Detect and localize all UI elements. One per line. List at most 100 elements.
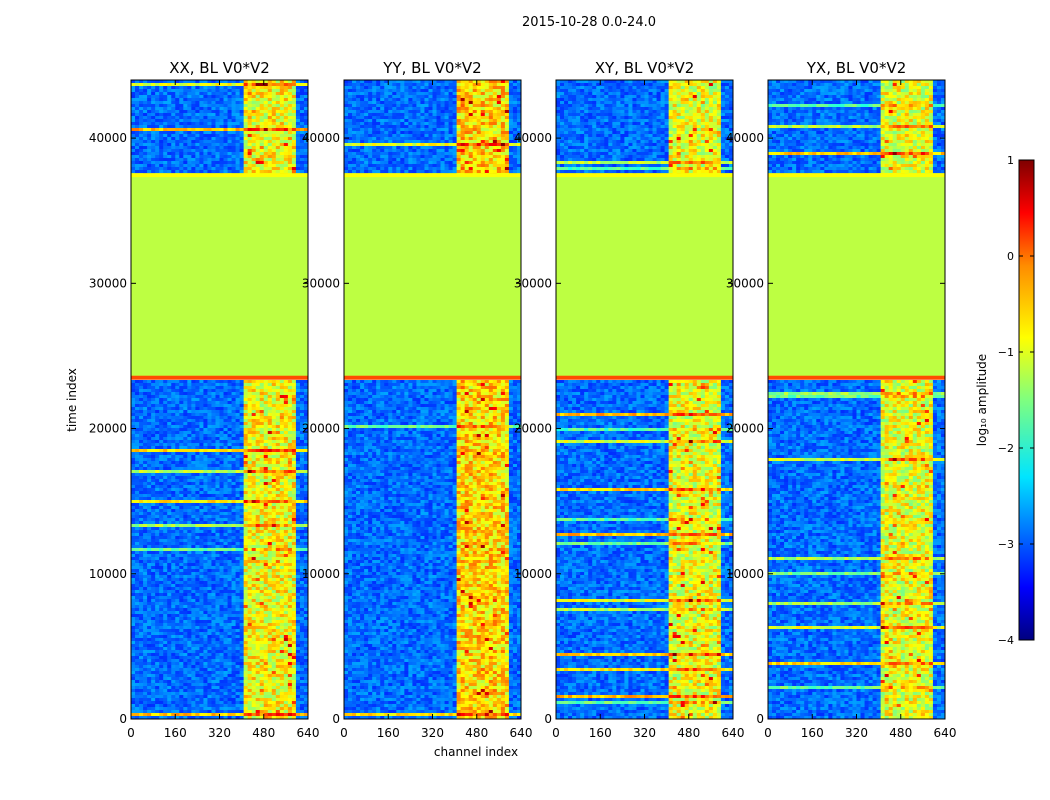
heatmap-cell xyxy=(227,86,232,90)
heatmap-cell xyxy=(235,458,241,462)
heatmap-cell xyxy=(219,434,224,438)
heatmap-cell xyxy=(283,119,289,123)
heatmap-cell xyxy=(303,611,309,615)
heatmap-cell xyxy=(167,479,172,483)
heatmap-cell xyxy=(271,521,277,525)
heatmap-cell xyxy=(299,392,305,396)
heatmap-cell xyxy=(211,422,216,426)
heatmap-cell xyxy=(163,116,168,120)
heatmap-cell xyxy=(239,581,245,585)
heatmap-cell xyxy=(159,443,164,447)
heatmap-cell xyxy=(139,575,144,579)
heatmap-cell xyxy=(231,539,236,543)
heatmap-cell xyxy=(227,533,232,537)
heatmap-cell xyxy=(191,125,196,129)
heatmap-cell xyxy=(235,587,241,591)
heatmap-cell xyxy=(227,473,232,477)
heatmap-cell xyxy=(171,131,176,135)
heatmap-cell xyxy=(179,452,184,456)
heatmap-cell xyxy=(151,608,156,612)
heatmap-cell xyxy=(267,524,273,528)
heatmap-cell xyxy=(203,440,208,444)
heatmap-cell xyxy=(207,128,212,132)
heatmap-cell xyxy=(227,110,232,114)
heatmap-cell xyxy=(295,614,301,618)
heatmap-cell xyxy=(231,584,236,588)
heatmap-cell xyxy=(271,131,277,135)
heatmap-cell xyxy=(303,104,309,108)
heatmap-cell xyxy=(139,560,144,564)
heatmap-cell xyxy=(267,383,273,387)
heatmap-cell xyxy=(187,89,192,93)
heatmap-cell xyxy=(227,170,232,174)
heatmap-cell xyxy=(303,464,309,468)
heatmap-cell xyxy=(195,578,200,582)
heatmap-cell xyxy=(139,410,144,414)
heatmap-cell xyxy=(259,566,265,570)
heatmap-cell xyxy=(135,470,140,474)
heatmap-cell xyxy=(223,497,228,501)
heatmap-cell xyxy=(295,89,301,93)
heatmap-cell xyxy=(147,458,152,462)
heatmap-cell xyxy=(223,125,228,129)
heatmap-cell xyxy=(159,560,164,564)
heatmap-cell xyxy=(183,110,188,114)
heatmap-cell xyxy=(283,446,289,450)
heatmap-cell xyxy=(163,437,168,441)
heatmap-cell xyxy=(259,152,265,156)
heatmap-cell xyxy=(279,536,285,540)
heatmap-cell xyxy=(259,95,265,99)
heatmap-cell xyxy=(175,563,180,567)
heatmap-cell xyxy=(287,128,293,132)
heatmap-cell xyxy=(243,503,249,507)
heatmap-cell xyxy=(251,596,257,600)
heatmap-cell xyxy=(283,515,289,519)
heatmap-cell xyxy=(263,437,269,441)
heatmap-cell xyxy=(175,104,180,108)
heatmap-cell xyxy=(179,617,184,621)
heatmap-cell xyxy=(211,83,216,87)
heatmap-cell xyxy=(163,107,168,111)
heatmap-cell xyxy=(195,149,200,153)
heatmap-cell xyxy=(163,119,168,123)
heatmap-cell xyxy=(135,419,140,423)
heatmap-cell xyxy=(271,125,277,129)
heatmap-cell xyxy=(283,404,289,408)
heatmap-cell xyxy=(291,533,297,537)
heatmap-cell xyxy=(167,452,172,456)
heatmap-cell xyxy=(171,536,176,540)
heatmap-cell xyxy=(219,161,224,165)
heatmap-cell xyxy=(287,416,293,420)
heatmap-cell xyxy=(155,617,160,621)
heatmap-cell xyxy=(143,467,148,471)
heatmap-cell xyxy=(175,86,180,90)
heatmap-cell xyxy=(267,401,273,405)
heatmap-cell xyxy=(239,398,245,402)
heatmap-cell xyxy=(303,134,309,138)
heatmap-cell xyxy=(191,587,196,591)
heatmap-cell xyxy=(203,623,208,627)
heatmap-cell xyxy=(175,539,180,543)
heatmap-cell xyxy=(207,404,212,408)
heatmap-cell xyxy=(183,401,188,405)
heatmap-cell xyxy=(287,569,293,573)
heatmap-cell xyxy=(151,101,156,105)
heatmap-cell xyxy=(171,581,176,585)
heatmap-cell xyxy=(227,407,232,411)
heatmap-cell xyxy=(199,518,204,522)
heatmap-cell xyxy=(251,473,257,477)
heatmap-cell xyxy=(183,527,188,531)
heatmap-cell xyxy=(271,86,277,90)
heatmap-cell xyxy=(207,518,212,522)
heatmap-cell xyxy=(191,392,196,396)
heatmap-cell xyxy=(227,389,232,393)
heatmap-cell xyxy=(195,509,200,513)
heatmap-cell xyxy=(155,101,160,105)
heatmap-cell xyxy=(187,401,192,405)
heatmap-cell xyxy=(207,161,212,165)
heatmap-cell xyxy=(143,137,148,141)
heatmap-cell xyxy=(195,383,200,387)
heatmap-cell xyxy=(191,98,196,102)
heatmap-cell xyxy=(207,434,212,438)
heatmap-cell xyxy=(279,464,285,468)
